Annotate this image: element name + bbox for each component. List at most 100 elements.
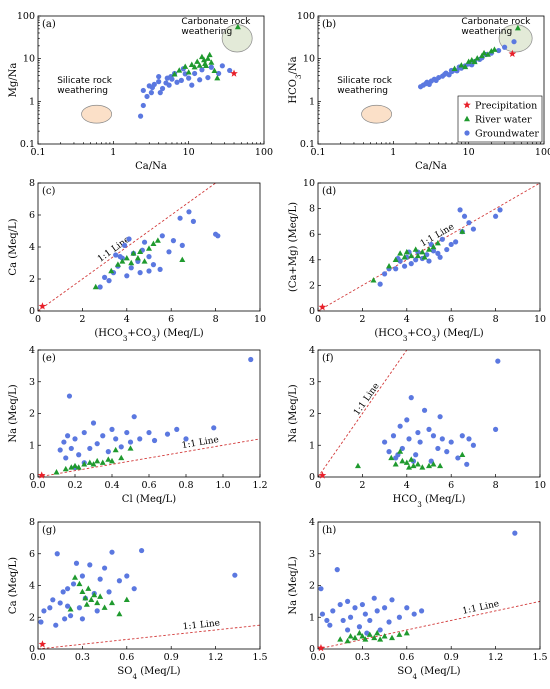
y-tick-label: 0 xyxy=(309,644,315,655)
river-point xyxy=(88,596,95,602)
legend-groundwater-marker xyxy=(464,130,470,136)
river-point xyxy=(194,58,201,64)
x-tick-label: 1 xyxy=(390,147,396,158)
groundwater-point xyxy=(382,439,388,445)
groundwater-point xyxy=(97,284,103,290)
groundwater-point xyxy=(396,614,402,620)
groundwater-point xyxy=(70,581,77,587)
groundwater-point xyxy=(186,75,192,81)
groundwater-point xyxy=(211,425,217,431)
river-point xyxy=(459,451,466,457)
precipitation-point xyxy=(317,644,325,652)
groundwater-point xyxy=(126,236,132,242)
river-point xyxy=(426,246,432,252)
river-point xyxy=(434,239,441,246)
groundwater-point xyxy=(79,573,85,579)
groundwater-point xyxy=(399,445,405,452)
y-tick-label: 0 xyxy=(309,306,315,317)
river-point xyxy=(414,252,421,259)
precipitation-point xyxy=(37,471,46,479)
river-point xyxy=(399,457,406,464)
groundwater-point xyxy=(159,233,165,239)
groundwater-point xyxy=(105,449,111,455)
river-point xyxy=(79,588,86,595)
river-point xyxy=(392,461,399,467)
river-point xyxy=(462,63,469,70)
river-point xyxy=(377,636,384,642)
river-point xyxy=(82,595,89,601)
river-point xyxy=(198,53,205,60)
groundwater-point xyxy=(362,611,368,617)
groundwater-point xyxy=(433,77,439,83)
groundwater-point xyxy=(386,619,392,625)
groundwater-point xyxy=(149,84,155,91)
x-tick-label: 1.2 xyxy=(208,652,223,663)
river-point xyxy=(406,464,413,470)
river-point xyxy=(430,243,437,250)
river-point xyxy=(488,47,495,54)
x-tick-label: 6 xyxy=(448,314,454,325)
precipitation-point xyxy=(318,471,327,479)
y-tick-label: 0.1 xyxy=(20,139,35,150)
groundwater-point xyxy=(371,595,377,601)
groundwater-point xyxy=(179,242,185,248)
groundwater-point xyxy=(393,266,399,272)
groundwater-point xyxy=(90,420,97,426)
groundwater-point xyxy=(174,426,180,432)
groundwater-point xyxy=(57,600,63,606)
x-tick-label: 0.9 xyxy=(164,652,179,663)
x-tick-label: 8 xyxy=(493,314,499,325)
groundwater-point xyxy=(148,90,154,96)
y-axis-label: Ca (Meq/L) xyxy=(8,218,19,275)
legend-label-river: River water xyxy=(475,115,532,126)
groundwater-point xyxy=(324,617,330,624)
groundwater-point xyxy=(146,268,152,274)
refline-label: 1:1 Line xyxy=(352,381,382,417)
river-point xyxy=(123,596,130,602)
groundwater-point xyxy=(137,436,143,442)
river-point xyxy=(123,255,130,261)
groundwater-point xyxy=(347,614,354,620)
river-point xyxy=(419,464,426,470)
river-point xyxy=(171,71,178,77)
groundwater-point xyxy=(453,239,459,245)
x-tick-label: 0.2 xyxy=(67,480,82,491)
river-point xyxy=(359,633,366,639)
river-point xyxy=(347,633,354,639)
x-tick-label: 0 xyxy=(315,480,321,491)
river-point xyxy=(176,67,183,73)
river-point xyxy=(356,629,363,636)
groundwater-point xyxy=(131,586,137,592)
groundwater-point xyxy=(41,608,47,614)
groundwater-point xyxy=(127,439,134,445)
groundwater-point xyxy=(345,598,351,604)
river-point xyxy=(437,462,444,469)
groundwater-point xyxy=(470,226,476,232)
groundwater-point xyxy=(495,358,501,364)
groundwater-point xyxy=(124,429,130,436)
y-tick-label: 10 xyxy=(23,54,35,65)
groundwater-point xyxy=(189,82,195,88)
groundwater-point xyxy=(389,597,395,603)
y-axis-label: HCO3/Na xyxy=(288,56,303,103)
groundwater-point xyxy=(442,71,448,77)
groundwater-point xyxy=(421,407,428,413)
legend-label-precip: Precipitation xyxy=(475,101,537,112)
river-point xyxy=(191,64,198,70)
groundwater-point xyxy=(61,439,67,445)
y-axis-label: Na (Meq/L) xyxy=(288,384,299,442)
groundwater-point xyxy=(423,81,429,87)
groundwater-point xyxy=(47,605,53,611)
groundwater-point xyxy=(464,461,470,467)
groundwater-point xyxy=(455,455,461,461)
y-tick-label: 0 xyxy=(29,644,35,655)
groundwater-point xyxy=(374,608,380,614)
groundwater-point xyxy=(146,254,152,260)
carbonate-ellipse xyxy=(498,24,533,53)
groundwater-point xyxy=(87,445,93,452)
refline-1to1 xyxy=(38,438,260,477)
y-tick-label: 4 xyxy=(29,581,35,592)
groundwater-point xyxy=(319,611,326,617)
